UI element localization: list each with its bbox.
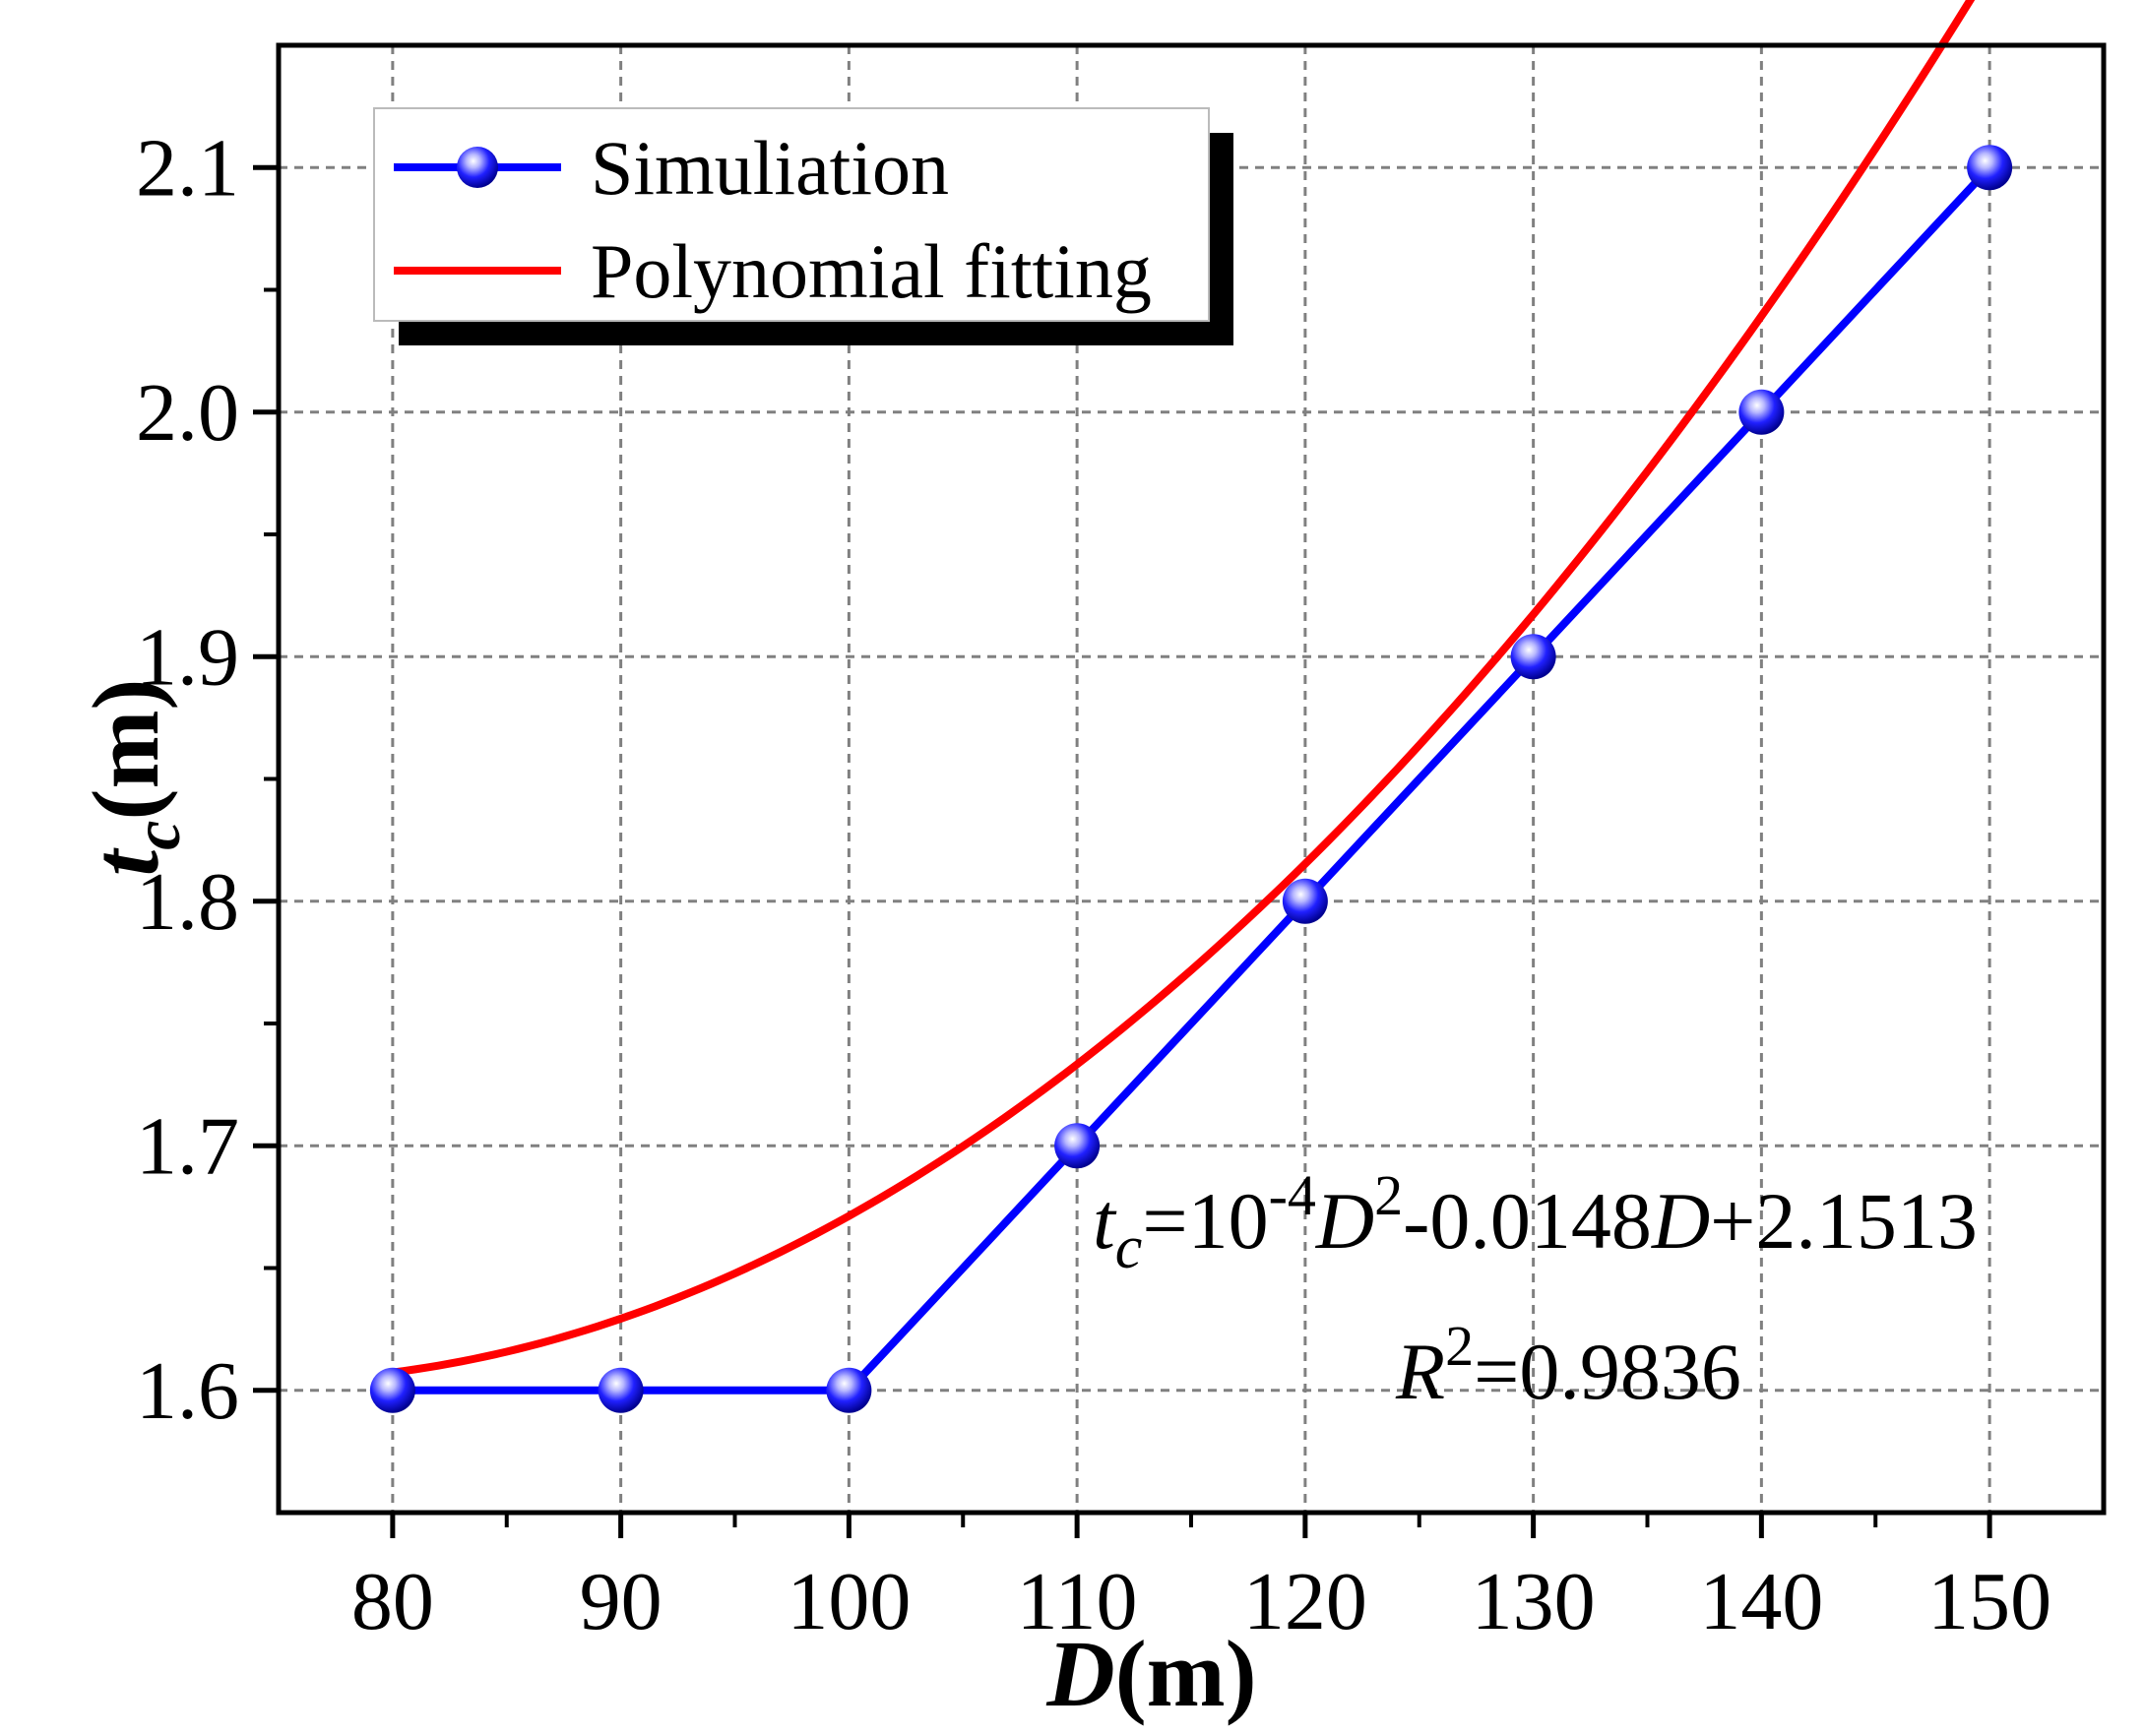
legend-simulation-marker bbox=[457, 147, 498, 188]
x-tick-labels: 80 90 100 110 120 130 140 150 bbox=[351, 1556, 2051, 1647]
simulation-line bbox=[392, 164, 1993, 1395]
x-tick-label: 110 bbox=[1017, 1556, 1138, 1647]
y-tick-label: 2.0 bbox=[136, 367, 239, 459]
y-tick-labels: 1.6 1.7 1.8 1.9 2.0 2.1 bbox=[136, 122, 239, 1437]
legend-box bbox=[373, 107, 1210, 322]
polynomial-fitting-curve bbox=[392, 0, 1976, 1377]
x-axis-title: D(m) bbox=[1045, 1621, 1256, 1726]
x-tick-label: 120 bbox=[1243, 1556, 1367, 1647]
y-axis-title: tc(m) bbox=[73, 679, 194, 877]
fit-equation: tc=10-4D2-0.0148D+2.1513 bbox=[1093, 1163, 1978, 1281]
legend-simulation-label: Simuliation bbox=[591, 125, 949, 211]
x-tick-label: 100 bbox=[787, 1556, 911, 1647]
axis-ticks bbox=[253, 164, 1992, 1538]
simulation-point bbox=[1967, 145, 2013, 191]
y-tick-label: 1.6 bbox=[136, 1345, 239, 1437]
y-tick-label: 1.7 bbox=[136, 1100, 239, 1192]
y-tick-label: 1.8 bbox=[136, 856, 239, 948]
legend-fitting-label: Polynomial fitting bbox=[591, 228, 1152, 314]
simulation-point bbox=[1510, 634, 1556, 680]
x-tick-label: 150 bbox=[1927, 1556, 2051, 1647]
simulation-point bbox=[1738, 389, 1785, 435]
x-tick-label: 90 bbox=[580, 1556, 662, 1647]
simulation-point bbox=[369, 1367, 415, 1413]
x-tick-label: 80 bbox=[351, 1556, 434, 1647]
simulation-markers bbox=[369, 145, 2013, 1413]
r-squared: R2=0.9836 bbox=[1395, 1314, 1741, 1416]
simulation-point bbox=[598, 1367, 644, 1413]
simulation-point bbox=[826, 1367, 872, 1413]
x-tick-label: 140 bbox=[1699, 1556, 1823, 1647]
polynomial-fitting-series bbox=[392, 0, 1976, 1377]
simulation-point bbox=[1054, 1123, 1101, 1169]
simulation-point bbox=[1282, 878, 1328, 924]
simulation-series bbox=[392, 164, 1993, 1395]
x-tick-label: 130 bbox=[1472, 1556, 1596, 1647]
legend: Simuliation Polynomial fitting bbox=[373, 107, 1233, 345]
y-tick-label: 1.9 bbox=[136, 611, 239, 703]
y-tick-label: 2.1 bbox=[136, 122, 239, 214]
